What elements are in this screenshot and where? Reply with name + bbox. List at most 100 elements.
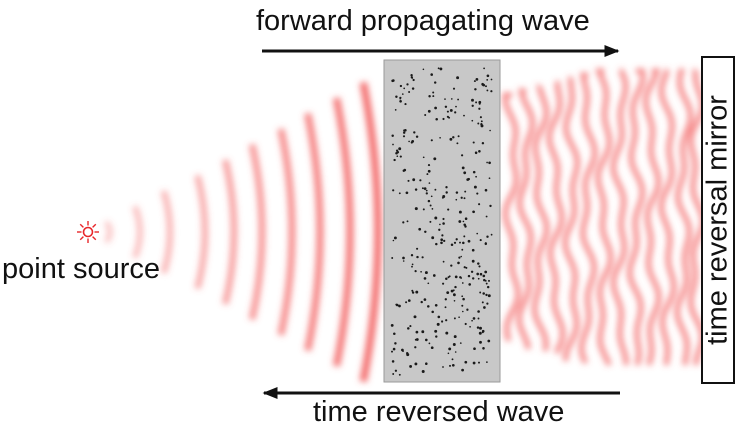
scatterer	[436, 322, 440, 326]
scatterer	[431, 208, 434, 210]
scatterer	[435, 335, 438, 338]
scatterer	[423, 277, 427, 280]
scatterer	[402, 256, 405, 260]
scatterer	[425, 338, 428, 342]
scatterer	[452, 293, 456, 297]
scatterer	[434, 216, 438, 220]
scatterer	[456, 76, 460, 80]
scatterer	[421, 187, 424, 190]
scatterer	[413, 131, 416, 134]
scatterer	[399, 96, 402, 99]
scatterer	[429, 220, 432, 223]
scatterer	[422, 208, 425, 211]
scatterer	[485, 215, 488, 218]
scatterer	[449, 364, 451, 367]
scatterer	[475, 78, 479, 81]
scatterer	[485, 293, 488, 297]
scatterer	[418, 227, 422, 231]
scatterer	[416, 247, 419, 250]
scatterer	[467, 177, 470, 181]
scatterer	[485, 282, 488, 285]
scatterer	[412, 178, 416, 182]
scatterer	[473, 80, 476, 83]
scatterer	[458, 220, 462, 223]
scatterer	[420, 300, 423, 304]
scatterer	[455, 238, 458, 241]
scatterer	[464, 217, 468, 220]
scatterer	[446, 291, 450, 295]
wavefront	[531, 84, 550, 352]
scatterer	[435, 117, 438, 121]
scatterer	[446, 110, 449, 113]
scatterer	[449, 137, 453, 141]
scatterer	[467, 239, 471, 243]
wavefront	[103, 220, 113, 244]
scatterer	[455, 198, 458, 201]
scatterer	[463, 266, 466, 269]
scatterer	[476, 326, 480, 329]
scatterer	[394, 109, 397, 111]
scatterer	[463, 114, 465, 117]
scatterer	[450, 243, 454, 246]
scatterer	[415, 330, 419, 334]
scatterer	[407, 179, 410, 182]
scatterer	[476, 192, 479, 195]
scatterer	[414, 270, 417, 273]
scatterer	[477, 310, 480, 313]
scatterer	[481, 301, 484, 304]
scatterer	[455, 191, 459, 194]
scatterer	[466, 308, 469, 311]
scatterer	[451, 363, 455, 367]
scatterer	[412, 78, 415, 82]
scattering-medium	[383, 59, 501, 383]
scatterer	[406, 353, 410, 357]
scatterer	[391, 134, 394, 137]
scatterer	[460, 255, 463, 258]
scatterer	[479, 326, 482, 330]
scatterer	[408, 91, 411, 93]
scatterer	[410, 141, 413, 144]
scatterer	[448, 347, 452, 351]
scatterer	[478, 361, 480, 364]
scatterer	[441, 320, 444, 323]
wavefront	[304, 112, 324, 352]
scatterer-particles	[390, 67, 493, 376]
scatterer	[475, 175, 477, 178]
wavefront	[359, 81, 382, 383]
scatterer	[464, 360, 468, 364]
scatterer	[483, 67, 485, 70]
scatterer	[406, 83, 409, 86]
scatterer	[461, 282, 464, 284]
scatterer	[442, 260, 445, 263]
scatterer	[482, 83, 486, 87]
scatterer	[399, 84, 403, 88]
scatterer	[393, 158, 396, 162]
scatterer	[471, 98, 474, 102]
scatterer	[425, 189, 428, 192]
scatterer	[414, 188, 418, 191]
scatterer	[392, 189, 395, 192]
scatterer	[424, 271, 428, 275]
scatterer	[432, 274, 436, 277]
scatterer	[487, 294, 491, 298]
scatterer	[458, 210, 462, 214]
scatterer	[486, 89, 489, 92]
scatterer	[440, 238, 444, 242]
scatterer	[444, 298, 447, 301]
scatterer	[398, 147, 402, 151]
incident-wavefronts	[103, 81, 382, 383]
scatterer	[461, 310, 464, 313]
scatterer	[446, 115, 449, 118]
wavefront	[194, 174, 208, 290]
scatterer	[452, 289, 455, 292]
scatterer	[460, 154, 464, 157]
scatterer	[402, 135, 406, 138]
scatterer	[442, 366, 444, 368]
wavefront	[516, 88, 536, 350]
scatterer	[479, 272, 483, 276]
scatterer	[474, 151, 478, 155]
scatterer	[462, 241, 465, 245]
scatterer	[471, 104, 474, 107]
scatterer	[433, 157, 437, 161]
scatterer	[473, 347, 476, 351]
